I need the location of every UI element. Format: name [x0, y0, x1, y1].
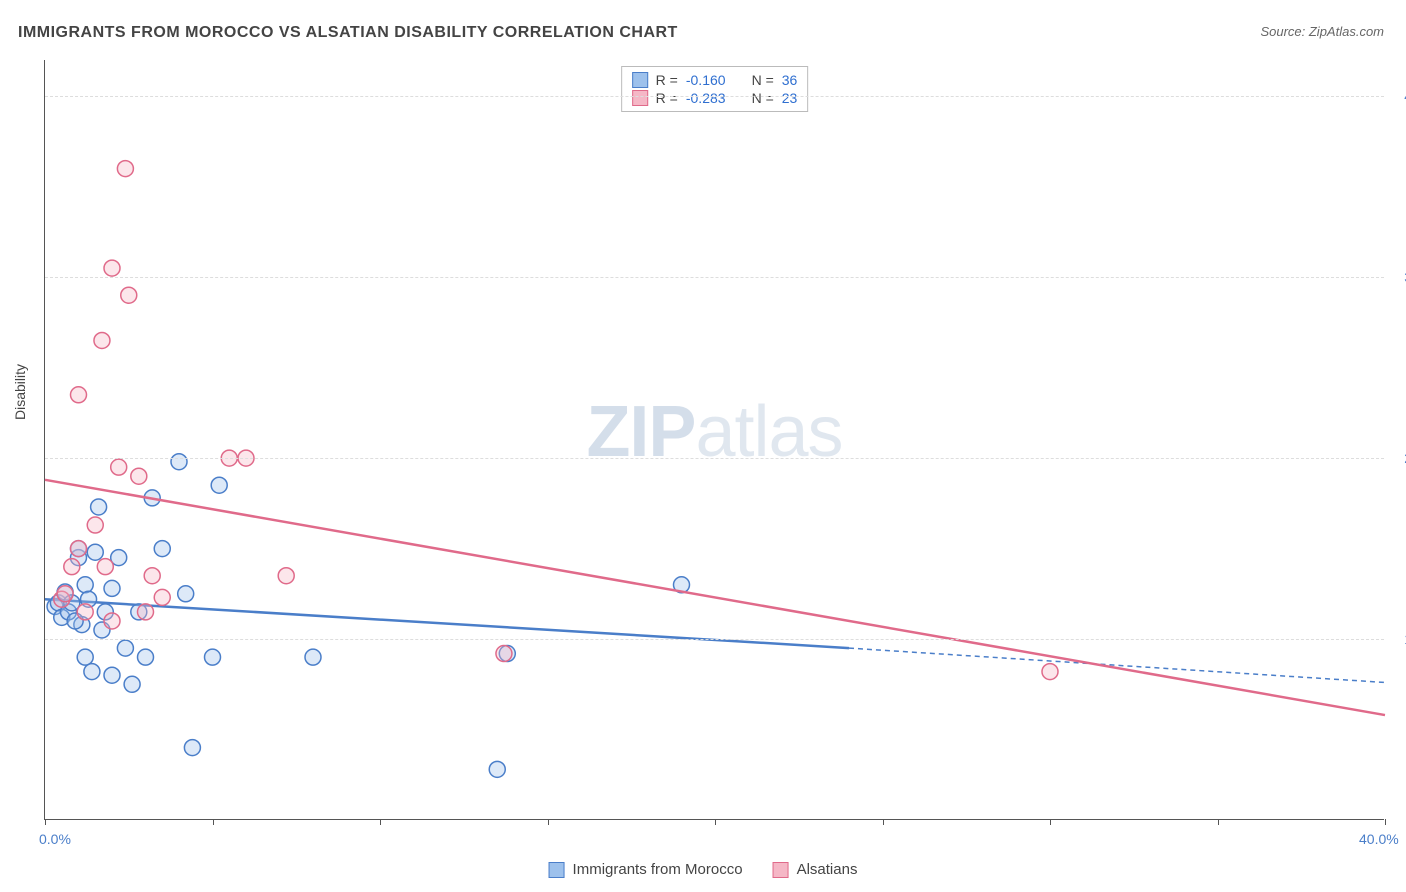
legend-swatch-icon [632, 90, 648, 106]
gridline [45, 639, 1384, 640]
legend-series: Immigrants from Morocco Alsatians [549, 861, 858, 878]
x-tick [1385, 819, 1386, 825]
data-point [64, 559, 80, 575]
legend-series-label: Immigrants from Morocco [573, 861, 743, 878]
trend-line [45, 480, 1385, 715]
x-tick-label: 40.0% [1359, 831, 1399, 847]
legend-n-value: 23 [782, 90, 798, 106]
x-tick [715, 819, 716, 825]
plot-svg [45, 60, 1384, 819]
data-point [87, 517, 103, 533]
x-tick [1050, 819, 1051, 825]
legend-correlation-row: R = -0.283 N = 23 [632, 89, 798, 107]
legend-series-item: Alsatians [773, 861, 858, 878]
legend-swatch-icon [549, 862, 565, 878]
x-tick [45, 819, 46, 825]
legend-correlation-box: R = -0.160 N = 36 R = -0.283 N = 23 [621, 66, 809, 112]
gridline [45, 96, 1384, 97]
chart-container: IMMIGRANTS FROM MOROCCO VS ALSATIAN DISA… [0, 0, 1406, 892]
data-point [104, 580, 120, 596]
x-tick [213, 819, 214, 825]
data-point [154, 589, 170, 605]
data-point [104, 260, 120, 276]
data-point [138, 604, 154, 620]
gridline [45, 458, 1384, 459]
x-tick [883, 819, 884, 825]
data-point [178, 586, 194, 602]
legend-correlation-row: R = -0.160 N = 36 [632, 71, 798, 89]
chart-title: IMMIGRANTS FROM MOROCCO VS ALSATIAN DISA… [18, 24, 678, 42]
data-point [111, 459, 127, 475]
data-point [278, 568, 294, 584]
x-tick [380, 819, 381, 825]
data-point [71, 541, 87, 557]
data-point [104, 613, 120, 629]
legend-r-prefix: R = [656, 90, 678, 106]
x-tick [548, 819, 549, 825]
data-point [121, 287, 137, 303]
data-point [211, 477, 227, 493]
data-point [131, 468, 147, 484]
x-tick [1218, 819, 1219, 825]
data-point [91, 499, 107, 515]
legend-swatch-icon [632, 72, 648, 88]
y-axis-label: Disability [12, 364, 28, 420]
plot-area: ZIPatlas R =-0.160N =36R =-0.283N =23 10… [44, 60, 1384, 820]
data-point [84, 664, 100, 680]
data-point [77, 604, 93, 620]
legend-r-value: -0.160 [686, 72, 726, 88]
data-point [94, 332, 110, 348]
data-point [117, 640, 133, 656]
gridline [45, 277, 1384, 278]
data-point [496, 646, 512, 662]
legend-swatch-icon [773, 862, 789, 878]
data-point [171, 454, 187, 470]
data-point [144, 568, 160, 584]
data-point [138, 649, 154, 665]
data-point [489, 761, 505, 777]
legend-series-item: Immigrants from Morocco [549, 861, 743, 878]
data-point [154, 541, 170, 557]
legend-r-prefix: R = [656, 72, 678, 88]
legend-n-prefix: N = [752, 72, 774, 88]
data-point [104, 667, 120, 683]
data-point [71, 387, 87, 403]
trend-line [45, 599, 849, 648]
data-point [184, 740, 200, 756]
data-point [124, 676, 140, 692]
source-attribution: Source: ZipAtlas.com [1260, 24, 1384, 39]
data-point [77, 577, 93, 593]
trend-line-dashed [849, 648, 1385, 682]
data-point [87, 544, 103, 560]
legend-n-value: 36 [782, 72, 798, 88]
data-point [97, 559, 113, 575]
data-point [305, 649, 321, 665]
data-point [57, 586, 73, 602]
legend-n-prefix: N = [752, 90, 774, 106]
data-point [77, 649, 93, 665]
data-point [1042, 664, 1058, 680]
x-tick-label: 0.0% [39, 831, 71, 847]
legend-r-value: -0.283 [686, 90, 726, 106]
legend-series-label: Alsatians [797, 861, 858, 878]
data-point [117, 161, 133, 177]
data-point [205, 649, 221, 665]
